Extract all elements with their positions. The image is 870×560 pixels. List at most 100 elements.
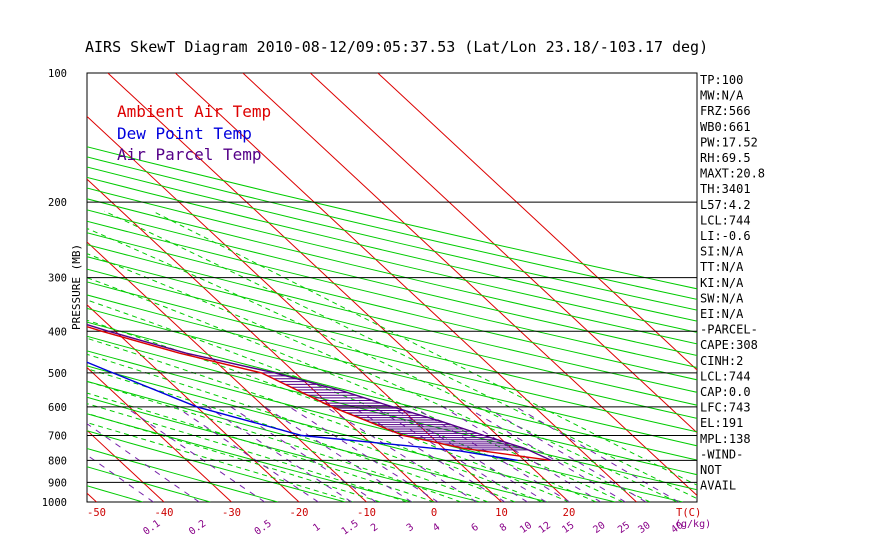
isobar-layer [87,201,697,483]
moist-adiabat-line [87,227,678,502]
bottom-temperature-label: 10 [495,507,508,519]
isotherm-line [87,241,367,502]
mixing-ratio-line [484,406,647,502]
isotherm-line [87,304,300,502]
pressure-tick-label: 100 [48,68,67,80]
isotherm-line [377,73,697,371]
dry-adiabat-line [87,281,697,433]
temperature-unit-label: T(C) [676,507,701,519]
mixing-ratio-label: 8 [498,522,509,534]
index-item: SW:N/A [700,291,744,305]
ambient-air-temp-line [87,325,552,462]
isotherm-line [174,73,637,502]
mixing-ratio-label: 2 [369,522,380,534]
bottom-temperature-label: 0 [431,507,437,519]
dry-adiabat-line [87,209,697,357]
index-item: KI:N/A [700,276,744,290]
mixing-ratio-unit-label: (g/kg) [675,519,711,530]
index-item: EI:N/A [700,307,744,321]
pressure-tick-label: 1000 [42,497,67,509]
index-item: CINH:2 [700,354,743,368]
mixing-ratio-label: 1.5 [340,518,361,537]
bottom-temperature-label: -40 [155,507,174,519]
series-layer [87,323,552,462]
moist-adiabat-line [152,210,697,486]
index-item: -WIND- [700,447,743,461]
index-item: RH:69.5 [700,151,751,165]
index-item: CAPE:308 [700,338,758,352]
dry-adiabat-line [87,307,697,461]
index-item: L57:4.2 [700,198,751,212]
moist-adiabat-line [87,337,543,502]
dry-adiabat-line [87,146,697,290]
index-item: EL:191 [700,416,743,430]
moist-adiabat-line [87,403,408,502]
dry-adiabat-line [87,176,697,322]
dry-adiabat-line [87,335,697,491]
mixing-ratio-label: 12 [537,520,553,536]
isotherm-line [0,73,29,502]
air-parcel-temp-line [87,323,552,462]
mixing-ratio-line [87,423,200,502]
pressure-tick-label: 400 [48,326,67,338]
isotherm-line [87,366,232,502]
dry-adiabat-line [87,380,548,502]
mixing-ratio-line [413,406,571,502]
mixing-ratio-label: 3 [405,522,416,534]
y-axis-label: PRESSURE (MB) [70,244,83,330]
pressure-tick-label: 600 [48,402,67,414]
index-item: FRZ:566 [700,104,751,118]
index-item: MPL:138 [700,432,751,446]
dry-adiabat-line [87,166,697,311]
dry-adiabat-line [87,430,346,502]
isotherm-line [87,115,502,502]
legend-air-parcel-temp: Air Parcel Temp [117,145,262,164]
mixing-ratio-label: 0.5 [253,518,274,537]
plot-frame [86,72,698,503]
index-item: NOT [700,463,722,477]
dry-adiabat-line [87,350,683,502]
mixing-ratio-label: 0.1 [141,518,162,537]
moist-adiabat-line [87,299,597,502]
index-item: MAXT:20.8 [700,167,765,181]
pressure-tick-label: 200 [48,197,67,209]
bottom-temperature-label: -50 [87,507,106,519]
dew-point-temp-line [87,361,518,462]
pressure-tick-label: 800 [48,455,67,467]
dry-adiabat-line [87,187,697,333]
index-item: TT:N/A [700,260,744,274]
mixing-ratio-line [325,406,477,502]
bottom-temperature-label: -30 [222,507,241,519]
mixing-ratio-line [391,406,547,502]
moist-adiabat-line [87,277,624,502]
mixing-ratio-label: 30 [636,520,652,536]
dry-adiabat-line [87,396,481,502]
dry-adiabat-line [87,156,697,300]
dry-adiabat-line [87,365,616,502]
moist-adiabat-line [87,368,489,502]
mixing-ratio-line [352,406,506,502]
moist-adiabat-line [87,380,462,502]
bottom-temperature-label: -10 [357,507,376,519]
mixing-ratio-label: 6 [470,522,481,534]
grid-layer [0,73,697,502]
index-item: SI:N/A [700,245,744,259]
pressure-tick-label: 700 [48,431,67,443]
cape-hatching [261,372,529,451]
dry-adiabat-line [87,198,697,345]
index-item: LFC:743 [700,401,751,415]
legend: Ambient Air Temp Dew Point Temp Air Parc… [117,102,271,164]
pressure-tick-label: 300 [48,273,67,285]
dry-adiabat-line [87,321,697,476]
mixing-ratio-line [373,406,528,502]
pressure-tick-label: 500 [48,368,67,380]
mixing-ratio-line [465,406,626,502]
dry-adiabat-line [87,466,211,502]
index-item: MW:N/A [700,89,744,103]
index-item: LI:-0.6 [700,229,751,243]
dry-adiabat-line [87,232,697,381]
moist-adiabat-line [87,253,651,502]
index-item: LCL:744 [700,369,751,383]
mixing-ratio-label: 15 [560,520,576,536]
